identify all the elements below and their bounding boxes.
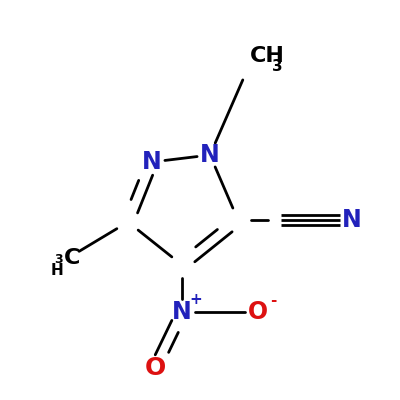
Text: N: N xyxy=(142,150,162,174)
Text: N: N xyxy=(342,208,362,232)
Text: O: O xyxy=(248,300,268,324)
Text: N: N xyxy=(200,143,220,167)
Text: O: O xyxy=(144,356,166,380)
Text: C: C xyxy=(64,248,80,268)
Text: 3: 3 xyxy=(54,253,63,266)
Text: 3: 3 xyxy=(272,59,283,74)
Text: H: H xyxy=(50,263,63,278)
Text: N: N xyxy=(172,300,192,324)
Text: CH: CH xyxy=(250,46,285,66)
Text: +: + xyxy=(190,292,202,308)
Text: -: - xyxy=(270,292,276,308)
